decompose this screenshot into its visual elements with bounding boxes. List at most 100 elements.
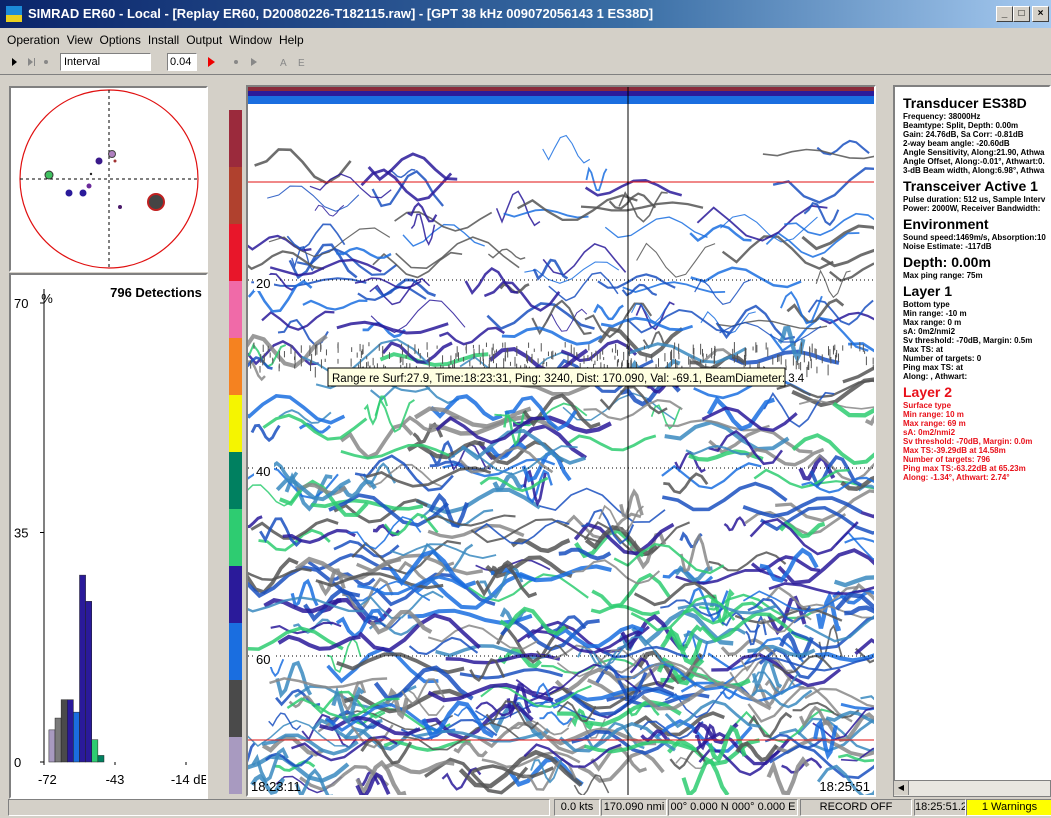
echo-trace [470, 518, 601, 544]
playback-buttons[interactable] [8, 54, 88, 70]
info-line: Max range: 0 m [903, 318, 962, 327]
echo-trace [798, 399, 874, 410]
echo-trace [664, 419, 770, 432]
echo-trace [604, 216, 708, 239]
menu-item[interactable]: Output [186, 33, 223, 47]
echo-trace [248, 484, 301, 507]
echo-trace [453, 740, 488, 758]
label-bg [254, 275, 274, 291]
echo-trace [748, 689, 813, 709]
echo-trace [371, 169, 444, 208]
echo-trace [622, 281, 726, 294]
info-line: Sv threshold: -70dB, Margin: 0.0m [903, 437, 1033, 446]
echo-trace [779, 631, 814, 660]
echo-trace [324, 702, 456, 734]
echo-trace [315, 572, 444, 590]
echo-trace [532, 258, 569, 281]
info-line: Number of targets: 0 [903, 354, 982, 363]
histogram-bar [67, 699, 74, 763]
echo-trace [248, 742, 256, 763]
menu-item[interactable]: Operation [7, 33, 60, 47]
echo-trace [840, 702, 874, 711]
minimize-button[interactable]: _ [996, 6, 1013, 22]
echo-trace [487, 248, 526, 260]
echo-trace [517, 194, 638, 222]
status-field: 170.090 nmi [601, 799, 667, 816]
echo-trace [459, 667, 564, 680]
scale-segment [229, 623, 242, 680]
echo-trace [460, 429, 586, 465]
echo-trace [835, 592, 874, 611]
echo-trace [435, 415, 546, 445]
echo-trace [472, 764, 554, 779]
echo-trace [775, 489, 874, 523]
echo-trace [801, 476, 874, 494]
echo-trace [602, 660, 709, 681]
echo-trace [633, 711, 725, 737]
close-button[interactable]: × [1032, 6, 1049, 22]
echo-trace [613, 542, 725, 575]
echo-trace [269, 677, 388, 689]
info-line: Pulse duration: 512 us, Sample Interv [903, 195, 1046, 204]
echo-trace [592, 636, 672, 669]
info-line: Ping max TS:-63.22dB at 65.23m [903, 464, 1026, 473]
scale-segment [229, 167, 242, 224]
maximize-button[interactable]: □ [1013, 6, 1030, 22]
echo-trace [661, 462, 762, 490]
horizontal-scrollbar[interactable]: ◀ [893, 780, 1051, 797]
echo-trace [354, 454, 454, 492]
menu-item[interactable]: View [66, 33, 93, 47]
echo-trace [394, 211, 493, 232]
echo-trace [475, 701, 520, 717]
echo-trace [479, 565, 524, 599]
echo-trace [481, 750, 581, 769]
menu-item[interactable]: Install [147, 33, 180, 47]
echo-trace [765, 585, 859, 614]
echo-trace [791, 433, 874, 466]
echo-trace [584, 525, 659, 556]
depth-label: 40 [256, 464, 270, 479]
echo-trace [325, 710, 454, 731]
echo-trace [580, 201, 704, 212]
echo-trace [408, 636, 479, 656]
echo-trace [536, 644, 568, 658]
echo-trace [354, 277, 422, 290]
echo-trace [619, 488, 644, 519]
menu-item[interactable]: Options [99, 33, 141, 47]
info-line: Angle Offset, Along:-0.01°, Athwart:0. [903, 157, 1045, 166]
histogram-bar [48, 729, 56, 763]
echo-trace [758, 647, 826, 680]
echo-trace [665, 624, 703, 652]
label-bg [254, 463, 274, 479]
echo-trace [669, 749, 708, 770]
echo-trace [298, 422, 332, 434]
menu-item[interactable]: Window [229, 33, 272, 47]
histogram: 796 Detections % 0 35 70 -72 -43 -14 dB [14, 285, 206, 787]
echo-trace [630, 594, 736, 632]
depth-label: 20 [256, 276, 270, 291]
echo-trace [360, 168, 453, 202]
scale-segment [229, 452, 242, 509]
echo-trace [786, 298, 845, 324]
menu-item[interactable]: Help [278, 33, 304, 47]
echo-trace [590, 604, 660, 617]
echo-trace [530, 759, 563, 784]
tooltip-box [327, 367, 786, 387]
info-line: Gain: 24.76dB, Sa Corr: -0.81dB [903, 130, 1024, 139]
mode-dropdown[interactable]: Interval [60, 53, 151, 71]
echo-trace [581, 508, 635, 545]
echo-trace [681, 758, 730, 795]
histogram-panel: 796 Detections % 0 35 70 -72 -43 -14 dB [9, 273, 208, 799]
echo-trace [744, 656, 873, 672]
info-line: Angle Sensitivity, Along:21.90, Athwa [903, 148, 1045, 157]
echo-trace [777, 548, 874, 585]
echo-trace [407, 202, 438, 223]
echo-trace [751, 671, 800, 696]
interval-input[interactable]: 0.04 [167, 53, 197, 71]
echo-trace [844, 582, 874, 603]
echo-trace [784, 212, 874, 236]
info-line: Number of targets: 796 [903, 455, 991, 464]
echo-trace [369, 609, 433, 635]
info-line: Max ping range: 75m [903, 271, 983, 280]
